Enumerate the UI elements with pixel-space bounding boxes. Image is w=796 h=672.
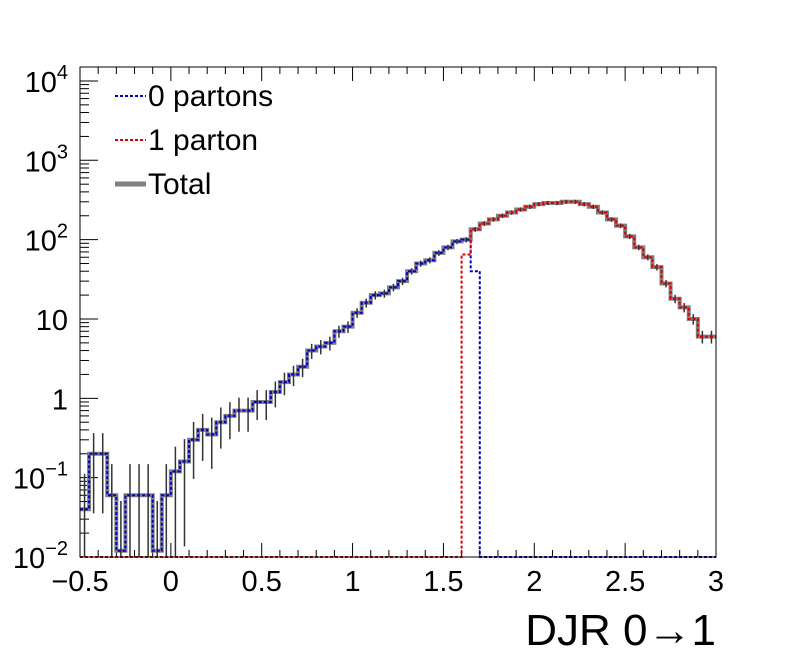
y-tick-label: 10−2 <box>13 538 68 575</box>
y-tick-label: 1 <box>52 384 68 416</box>
y-tick-label: 104 <box>25 62 68 99</box>
x-axis-title: DJR 0→1 <box>525 606 716 655</box>
legend: 0 partons 1 parton Total <box>115 80 273 201</box>
legend-label: 0 partons <box>148 80 273 113</box>
x-tick-label: 0 <box>163 566 179 598</box>
x-tick-label: 2 <box>526 566 542 598</box>
legend-label: 1 parton <box>148 124 258 157</box>
x-tick-label: 2.5 <box>605 566 645 598</box>
x-tick-label: 1 <box>345 566 361 598</box>
y-tick-label: 102 <box>25 221 68 258</box>
x-tick-label: 0.5 <box>242 566 282 598</box>
data-series <box>80 199 716 558</box>
x-tick-label: 3 <box>708 566 724 598</box>
plot-frame <box>79 66 717 558</box>
x-tick-label: −0.5 <box>51 566 108 598</box>
y-tick-label: 10−1 <box>13 459 68 496</box>
legend-label: Total <box>148 168 211 201</box>
series-line-1-parton <box>80 200 716 558</box>
x-tick-label: 1.5 <box>423 566 463 598</box>
y-tick-label: 10 <box>36 305 68 337</box>
axis-labels: −0.5 0 0.5 1 1.5 2 2.5 3 10−2 10−1 1 10 102 103 104 <box>13 62 724 598</box>
y-tick-label: 103 <box>25 141 68 178</box>
